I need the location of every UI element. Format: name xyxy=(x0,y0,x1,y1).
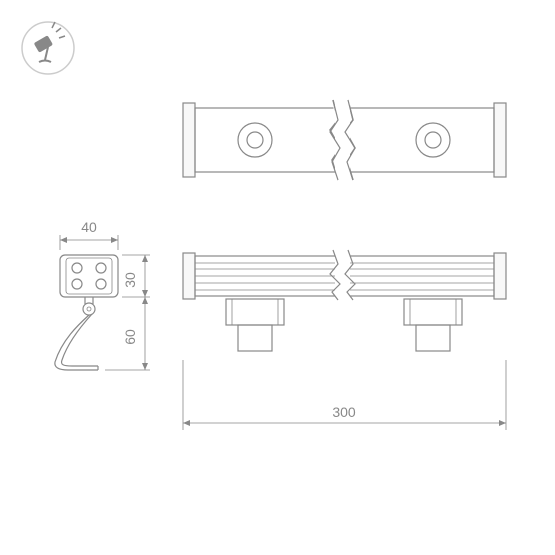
bracket-2 xyxy=(404,299,462,351)
spotlight-icon xyxy=(22,22,74,74)
side-view: 40 30 60 xyxy=(55,219,150,370)
technical-drawing: 40 30 60 xyxy=(0,0,555,555)
dim-30: 30 xyxy=(122,272,138,288)
dim-60: 60 xyxy=(122,329,138,345)
front-view: 300 xyxy=(183,250,506,430)
top-view xyxy=(183,100,506,180)
dim-40: 40 xyxy=(81,219,97,235)
bracket-1 xyxy=(226,299,284,351)
dim-300: 300 xyxy=(332,404,356,420)
